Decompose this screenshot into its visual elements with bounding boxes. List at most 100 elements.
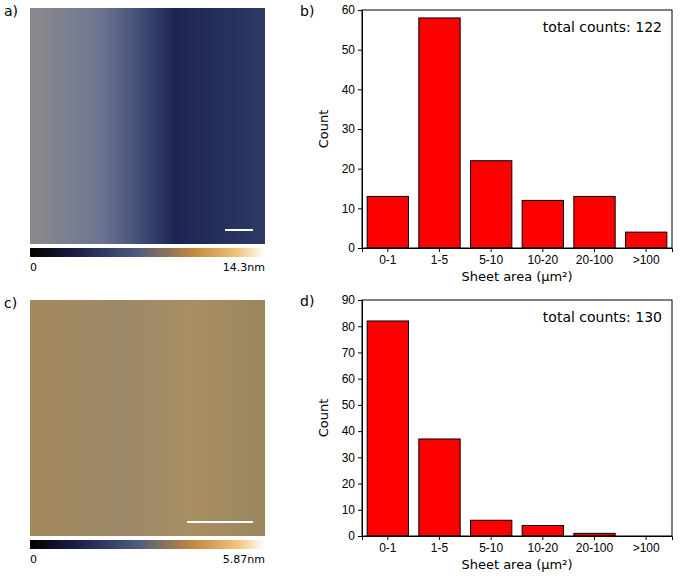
tick: 80 bbox=[342, 320, 362, 334]
tick-mark bbox=[491, 536, 492, 540]
annotation: total counts: 122 bbox=[543, 19, 662, 35]
bar bbox=[419, 439, 460, 536]
axis-line bbox=[358, 301, 363, 537]
panel: 0 10 20 30 40 50 60 70 80 90 0-1 1-5 5-10 10-20 20-100… bbox=[300, 293, 673, 572]
tick-mark bbox=[358, 379, 362, 380]
tick-mark bbox=[358, 50, 362, 51]
tick: 50 bbox=[342, 398, 362, 412]
tick-mark bbox=[358, 208, 362, 209]
axis-line bbox=[363, 537, 673, 541]
colorbar-tick-label: 14.3nm bbox=[223, 261, 265, 274]
tick-label: 20-100 bbox=[576, 253, 614, 267]
tick-label: 60 bbox=[342, 3, 356, 17]
tick-label: >100 bbox=[633, 541, 660, 555]
tick: 40 bbox=[342, 83, 362, 97]
tick-label: 90 bbox=[342, 293, 356, 307]
tick-mark bbox=[542, 248, 543, 252]
bar bbox=[471, 161, 512, 248]
tick-label: 30 bbox=[342, 451, 356, 465]
bar bbox=[574, 196, 615, 248]
tick-label: 0-1 bbox=[379, 253, 397, 267]
tick: 5-10 bbox=[479, 536, 503, 555]
tick: >100 bbox=[633, 248, 660, 267]
tick-mark bbox=[358, 510, 362, 511]
tick: 0 bbox=[348, 529, 362, 543]
plot-frame bbox=[362, 300, 672, 536]
tick: 60 bbox=[342, 372, 362, 386]
y-axis-title: Count bbox=[316, 399, 331, 438]
tick-mark bbox=[646, 248, 647, 252]
tick: 30 bbox=[342, 451, 362, 465]
axis-line bbox=[358, 11, 363, 249]
colorbar bbox=[30, 248, 265, 257]
tick-label: 0 bbox=[348, 241, 355, 255]
tick-mark bbox=[439, 536, 440, 540]
tick: 90 bbox=[342, 293, 362, 307]
bar bbox=[522, 200, 563, 248]
tick-mark bbox=[358, 405, 362, 406]
tick: 10 bbox=[342, 503, 362, 517]
tick: 10-20 bbox=[527, 248, 558, 267]
bars bbox=[367, 321, 615, 536]
tick-label: 10 bbox=[342, 202, 356, 216]
tick: 20-100 bbox=[576, 248, 614, 267]
bar bbox=[367, 196, 408, 248]
scale-bar bbox=[187, 521, 253, 523]
tick: 20-100 bbox=[576, 536, 614, 555]
plot-frame bbox=[362, 10, 672, 248]
x-axis-title: Sheet area (μm²) bbox=[461, 269, 572, 284]
bars bbox=[367, 18, 667, 248]
tick: 60 bbox=[342, 3, 362, 17]
tick-label: 0-1 bbox=[379, 541, 397, 555]
tick-mark bbox=[358, 129, 362, 130]
tick-label: 40 bbox=[342, 83, 356, 97]
afm-image bbox=[30, 300, 265, 536]
tick: 40 bbox=[342, 424, 362, 438]
tick-mark bbox=[358, 89, 362, 90]
x-axis-title: Sheet area (μm²) bbox=[461, 557, 572, 572]
colorbar bbox=[30, 540, 265, 549]
y-axis-title: Count bbox=[316, 110, 331, 149]
y-axis: 0 10 20 30 40 50 60 70 80 90 bbox=[342, 293, 363, 543]
tick: 0-1 bbox=[379, 536, 397, 555]
bar bbox=[367, 321, 408, 536]
panel-label: c) bbox=[4, 295, 17, 311]
tick-mark bbox=[358, 248, 362, 249]
tick-label: 1-5 bbox=[431, 541, 449, 555]
tick: 20 bbox=[342, 477, 362, 491]
tick-label: 70 bbox=[342, 346, 356, 360]
tick-label: 50 bbox=[342, 398, 356, 412]
tick-label: 5-10 bbox=[479, 253, 503, 267]
tick: 20 bbox=[342, 162, 362, 176]
tick-label: 10-20 bbox=[527, 541, 558, 555]
tick: 70 bbox=[342, 346, 362, 360]
tick-mark bbox=[387, 536, 388, 540]
tick-label: 50 bbox=[342, 43, 356, 57]
tick-label: 40 bbox=[342, 424, 356, 438]
afm-image bbox=[30, 8, 265, 244]
figure: 014.3nma) 0 10 20 30 40 50 60 0-1 1-5 5-10 10-20 20-… bbox=[0, 0, 681, 586]
colorbar-tick-label: 0 bbox=[30, 553, 37, 566]
tick-mark bbox=[358, 326, 362, 327]
tick-mark bbox=[542, 536, 543, 540]
panel-label: d) bbox=[300, 293, 314, 309]
tick-mark bbox=[358, 10, 362, 11]
tick-mark bbox=[358, 536, 362, 537]
tick-label: 20 bbox=[342, 162, 356, 176]
scale-bar bbox=[225, 229, 253, 231]
tick-label: 80 bbox=[342, 320, 356, 334]
tick: 0-1 bbox=[379, 248, 397, 267]
tick: 10-20 bbox=[527, 536, 558, 555]
y-axis: 0102030405060 bbox=[342, 3, 363, 255]
tick-mark bbox=[358, 431, 362, 432]
bar bbox=[471, 520, 512, 536]
tick: 10 bbox=[342, 202, 362, 216]
tick-label: 10-20 bbox=[527, 253, 558, 267]
colorbar-tick-label: 5.87nm bbox=[223, 553, 265, 566]
tick: >100 bbox=[633, 536, 660, 555]
tick: 5-10 bbox=[479, 248, 503, 267]
panel: 01020304050600-11-55-1010-2020-100>100Sh… bbox=[300, 3, 673, 284]
tick-mark bbox=[358, 352, 362, 353]
panel: 014.3nma) bbox=[4, 3, 265, 274]
bar bbox=[419, 18, 460, 248]
